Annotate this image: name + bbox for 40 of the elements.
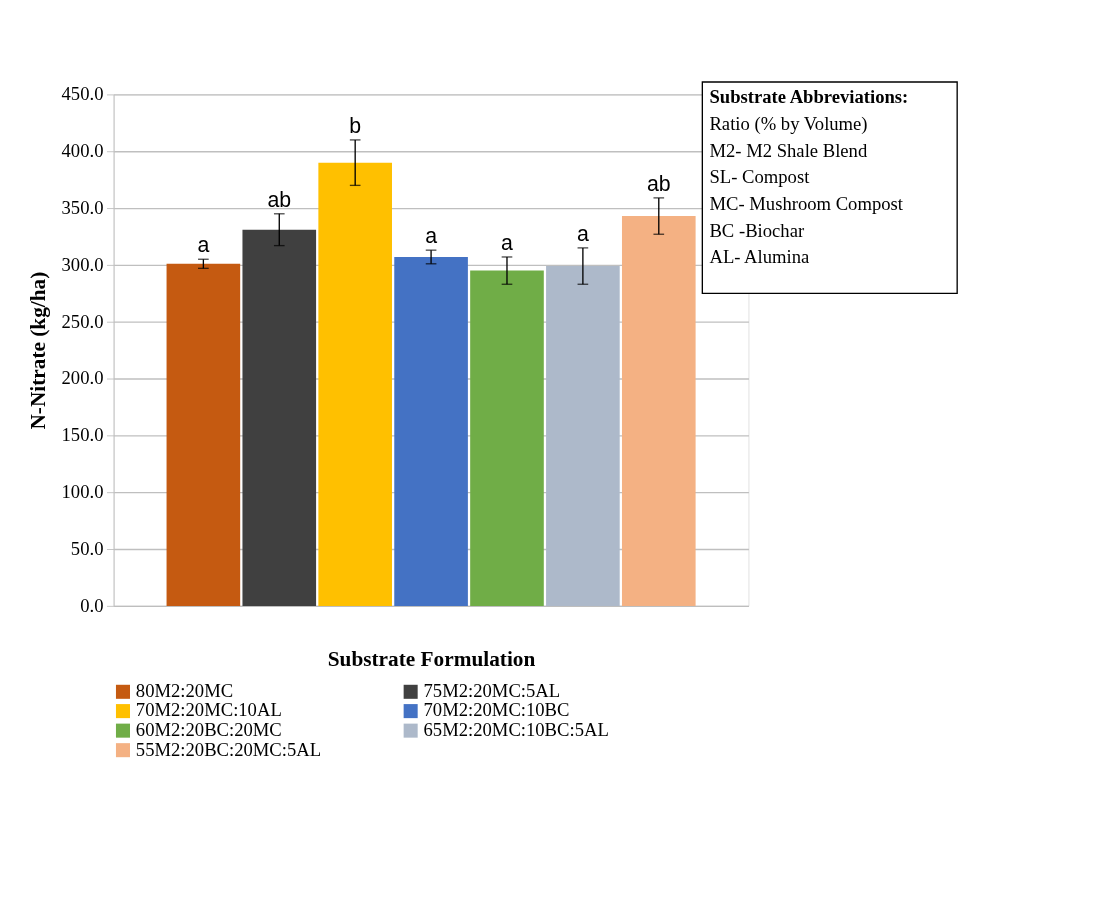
annotation: BC -Biochar	[709, 219, 805, 241]
annotation: AL- Alumina	[709, 246, 811, 268]
bar	[318, 162, 392, 606]
data-label: a	[501, 230, 514, 255]
bar	[621, 216, 696, 606]
legend-label: 55M2:20BC:20MC:5AL	[135, 738, 322, 760]
data-label: ab	[267, 187, 292, 212]
annotation: Substrate Abbreviations:	[709, 86, 909, 108]
y-tick-label: 100.0	[61, 481, 104, 503]
y-tick-label: 450.0	[61, 83, 104, 105]
data-label: a	[197, 233, 210, 258]
annotation: SL- Compost	[709, 166, 811, 188]
x-axis-title: Substrate Formulation	[327, 646, 536, 671]
legend-label: 65M2:20MC:10BC:5AL	[423, 718, 609, 740]
legend-label: 70M2:20MC:10AL	[135, 699, 282, 721]
y-tick-label: 400.0	[61, 140, 104, 162]
annotation: Ratio (% by Volume)	[709, 112, 868, 135]
data-label: a	[576, 221, 589, 246]
bar	[470, 270, 544, 606]
legend-label: 80M2:20MC	[135, 680, 234, 702]
y-tick-label: 50.0	[70, 537, 104, 559]
y-tick-label: 200.0	[61, 367, 104, 389]
bar	[546, 266, 620, 606]
y-tick-label: 300.0	[61, 253, 104, 275]
legend-label: 60M2:20BC:20MC	[135, 718, 282, 740]
data-label: a	[425, 224, 438, 249]
bar	[166, 263, 241, 606]
y-tick-label: 0.0	[80, 594, 104, 616]
legend-label: 70M2:20MC:10BC	[423, 699, 570, 721]
y-tick-label: 150.0	[61, 424, 104, 446]
legend-label: 75M2:20MC:5AL	[423, 680, 561, 702]
data-label: ab	[646, 171, 671, 196]
bar	[242, 229, 317, 606]
y-tick-label: 350.0	[61, 196, 104, 218]
annotation: MC- Mushroom Compost	[709, 192, 904, 214]
y-axis-title: N-Nitrate (kg/ha)	[25, 271, 50, 430]
y-tick-label: 250.0	[61, 310, 104, 332]
bar	[394, 256, 468, 606]
data-label: b	[349, 113, 362, 138]
annotation: M2- M2 Shale Blend	[709, 139, 868, 161]
